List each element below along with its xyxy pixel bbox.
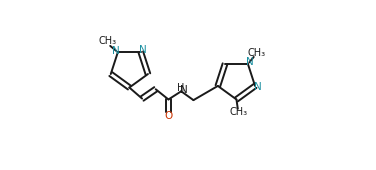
- Text: CH₃: CH₃: [99, 37, 117, 46]
- Text: CH₃: CH₃: [247, 48, 265, 57]
- Text: N: N: [112, 46, 120, 56]
- Text: N: N: [254, 82, 261, 92]
- Text: CH₃: CH₃: [230, 107, 248, 117]
- Text: O: O: [164, 111, 173, 121]
- Text: H: H: [177, 83, 185, 93]
- Text: N: N: [179, 85, 187, 95]
- Text: N: N: [139, 45, 146, 55]
- Text: N: N: [246, 57, 254, 67]
